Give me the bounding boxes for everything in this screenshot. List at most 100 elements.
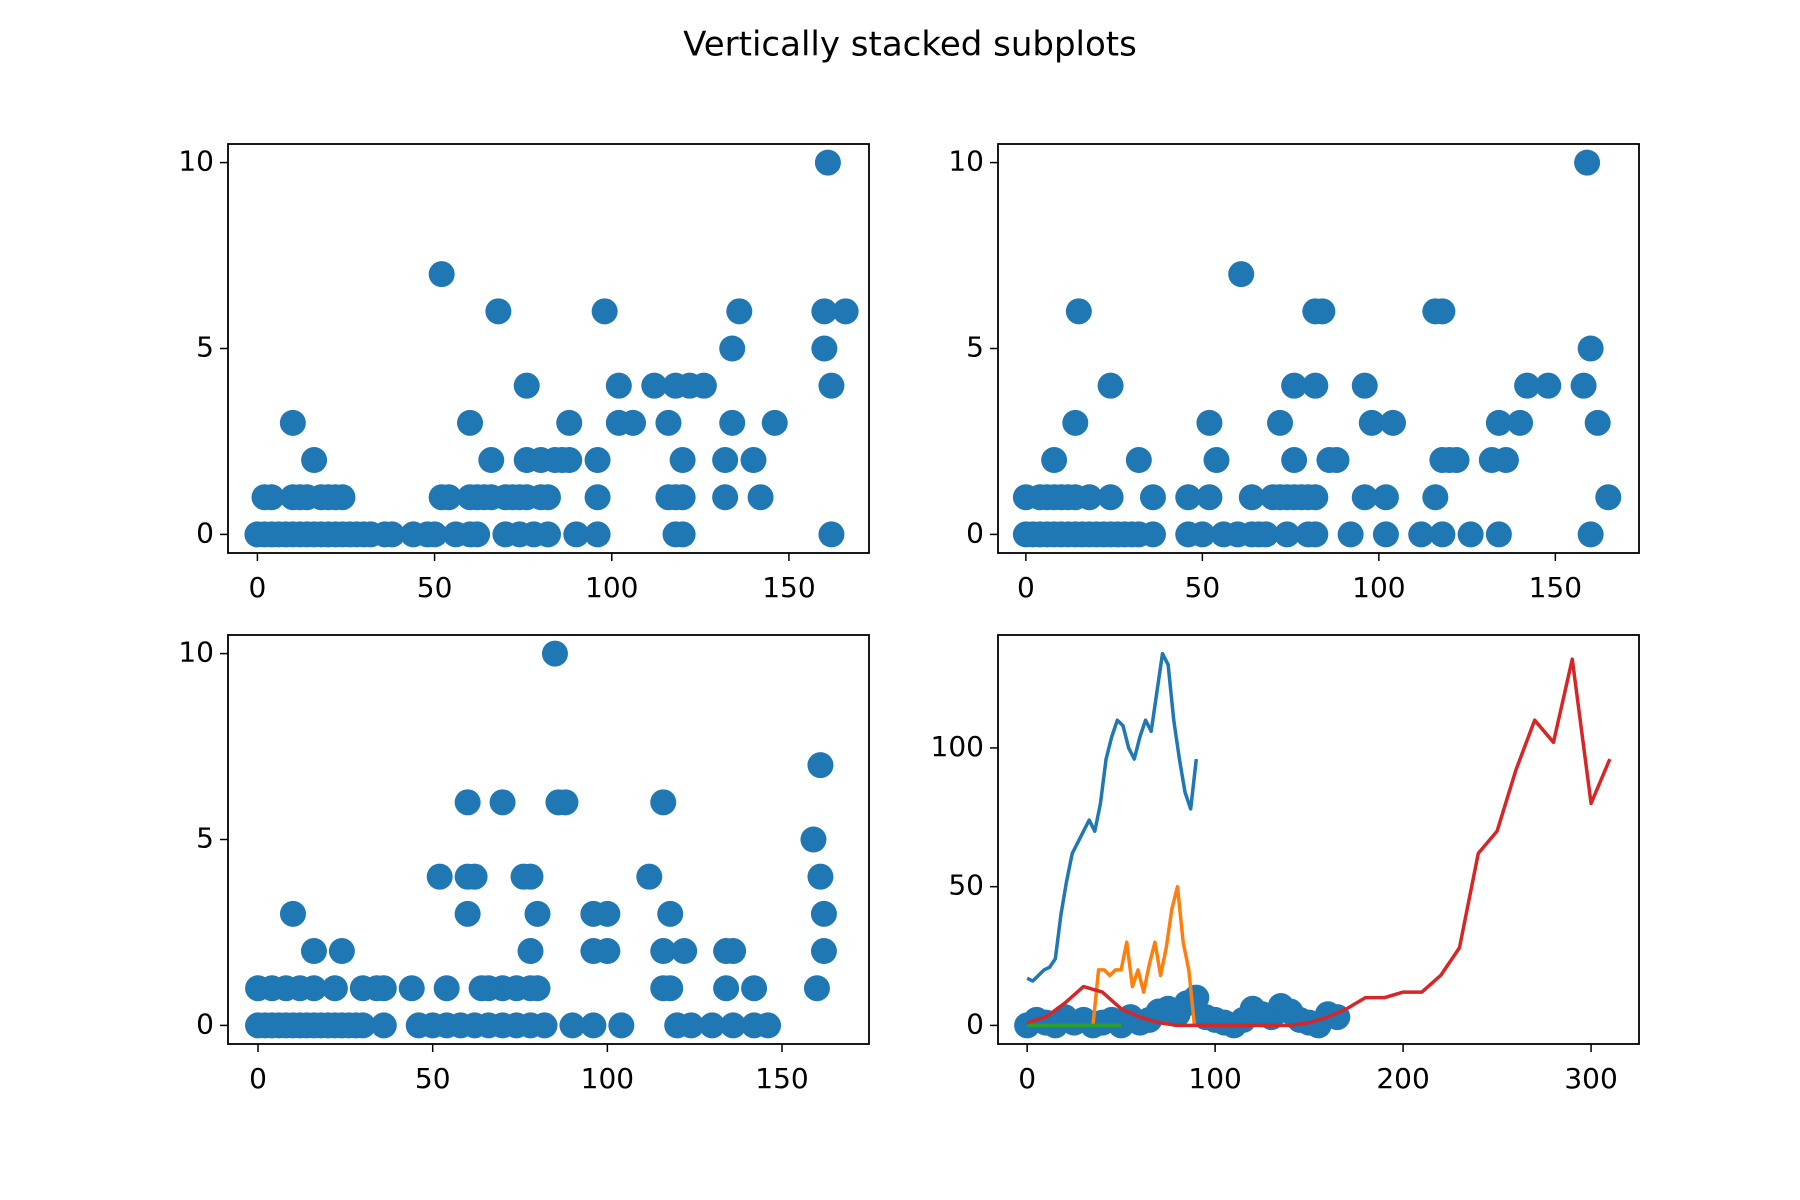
point — [594, 938, 621, 965]
point — [650, 789, 677, 816]
y-tick-label: 0 — [196, 1007, 214, 1040]
point — [1485, 521, 1512, 548]
point — [584, 521, 611, 548]
x-tick-label: 150 — [755, 1062, 808, 1095]
point — [594, 900, 621, 927]
point — [720, 1012, 747, 1039]
axes-frame — [227, 634, 870, 1045]
y-tick-label: 0 — [966, 516, 984, 549]
point — [426, 863, 453, 890]
point — [669, 447, 696, 474]
point — [1228, 261, 1255, 288]
point — [678, 1012, 705, 1039]
point — [1125, 447, 1152, 474]
point — [531, 1012, 558, 1039]
point — [803, 975, 830, 1002]
point — [1302, 372, 1329, 399]
point — [580, 1012, 607, 1039]
point — [379, 521, 406, 548]
point — [800, 826, 827, 853]
point — [699, 1012, 726, 1039]
point — [457, 409, 484, 436]
point — [258, 484, 285, 511]
point — [454, 789, 481, 816]
point — [421, 521, 448, 548]
y-tick-label: 10 — [948, 145, 984, 178]
point — [1097, 484, 1124, 511]
y-tick-label: 0 — [966, 1007, 984, 1040]
point — [349, 1012, 376, 1039]
point — [556, 447, 583, 474]
line — [1091, 884, 1197, 1026]
point — [328, 938, 355, 965]
point — [719, 335, 746, 362]
point — [811, 298, 838, 325]
point — [329, 484, 356, 511]
point — [1372, 484, 1399, 511]
point — [641, 372, 668, 399]
point — [1358, 409, 1385, 436]
point — [1379, 409, 1406, 436]
point — [584, 484, 611, 511]
y-tick-label: 5 — [966, 331, 984, 364]
x-tick-label: 50 — [1185, 571, 1221, 604]
point — [814, 149, 841, 176]
y-tick-label: 0 — [196, 516, 214, 549]
point — [1274, 521, 1301, 548]
point — [591, 298, 618, 325]
axes-frame — [997, 634, 1640, 1045]
point — [620, 409, 647, 436]
point — [301, 447, 328, 474]
point — [1252, 521, 1279, 548]
subplot: 0 50 100 150 0 5 10 — [178, 143, 870, 604]
point — [300, 938, 327, 965]
point — [1443, 447, 1470, 474]
point — [541, 640, 568, 667]
point — [556, 409, 583, 436]
point — [1139, 521, 1166, 548]
point — [741, 975, 768, 1002]
point — [300, 975, 327, 1002]
point — [740, 447, 767, 474]
point — [636, 863, 663, 890]
x-tick-label: 150 — [1529, 571, 1582, 604]
point — [832, 298, 859, 325]
point — [807, 752, 834, 779]
x-tick-label: 300 — [1564, 1062, 1617, 1095]
point — [1041, 447, 1068, 474]
point — [712, 484, 739, 511]
point — [807, 863, 834, 890]
plot-area — [245, 640, 837, 1039]
point — [513, 372, 540, 399]
point — [279, 900, 306, 927]
point — [720, 938, 747, 965]
point — [726, 298, 753, 325]
point — [454, 900, 481, 927]
point — [1584, 409, 1611, 436]
point — [1139, 484, 1166, 511]
point — [534, 484, 561, 511]
point — [1267, 409, 1294, 436]
point — [1577, 521, 1604, 548]
x-tick-label: 100 — [1188, 1062, 1241, 1095]
point — [657, 900, 684, 927]
point — [1595, 484, 1622, 511]
point — [1570, 372, 1597, 399]
point — [279, 409, 306, 436]
point — [1062, 409, 1089, 436]
point — [1408, 521, 1435, 548]
point — [657, 975, 684, 1002]
y-tick-label: 5 — [196, 331, 214, 364]
point — [435, 484, 462, 511]
subplot: 0 50 100 150 0 5 10 — [948, 143, 1640, 604]
figure-title: Vertically stacked subplots — [683, 25, 1137, 65]
point — [517, 863, 544, 890]
point — [810, 938, 837, 965]
point — [655, 409, 682, 436]
point — [1302, 484, 1329, 511]
point — [1457, 521, 1484, 548]
point — [1492, 447, 1519, 474]
point — [552, 789, 579, 816]
point — [669, 484, 696, 511]
